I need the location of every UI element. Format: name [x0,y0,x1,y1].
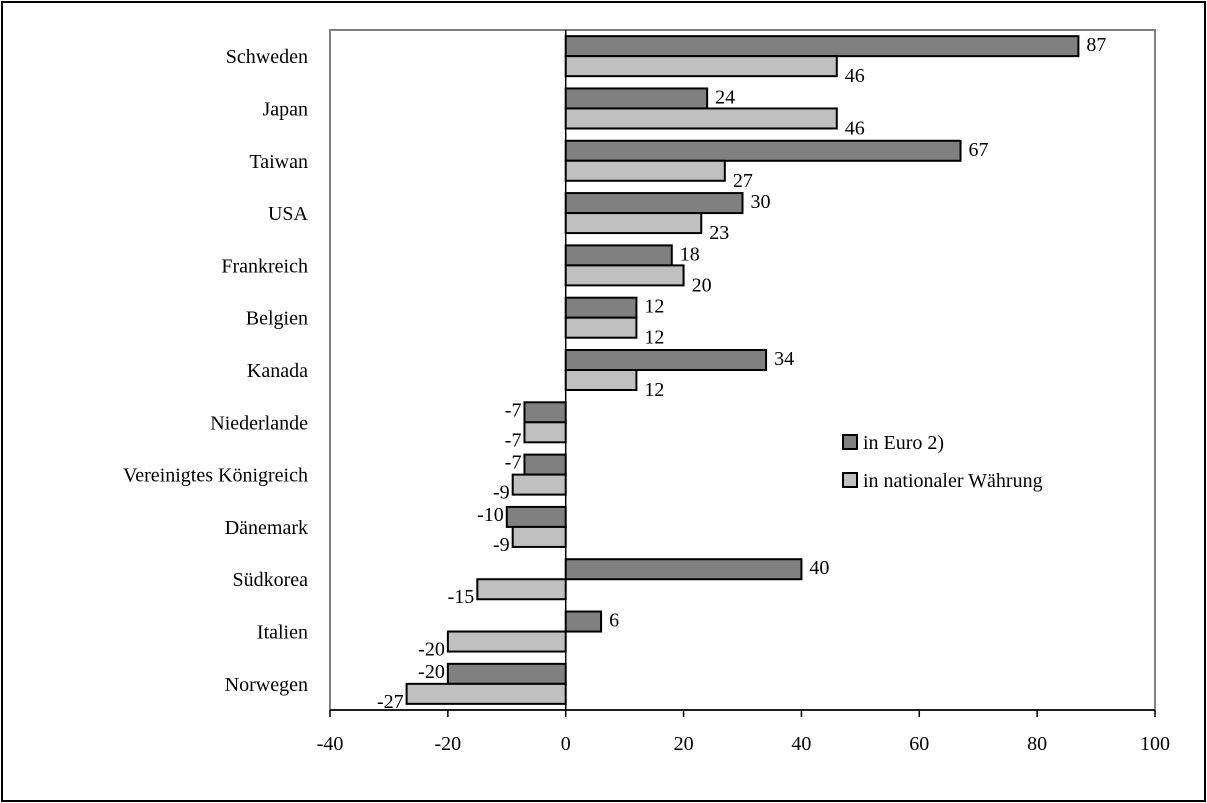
data-label: 27 [733,170,753,192]
data-label: -20 [418,639,445,661]
data-label: 46 [845,117,865,139]
data-label: -9 [493,482,510,504]
x-tick-label: -40 [317,733,344,755]
bar [564,55,838,78]
bar [564,316,638,339]
legend-label: in nationaler Währung [863,470,1043,492]
category-label: Vereinigtes Königreich [123,465,308,487]
bar [505,505,567,528]
x-tick-label: 100 [1140,733,1170,755]
data-label: -10 [477,504,504,526]
bars-group [405,35,1080,705]
category-label: Dänemark [225,517,308,539]
category-label: Niederlande [210,412,308,434]
category-label: Italien [257,622,308,644]
bar [564,296,638,319]
bar [564,87,709,110]
category-label: Frankreich [221,255,308,277]
category-label: USA [268,203,309,225]
x-axis: -40 -20 0 20 40 60 80 100 [317,30,1170,755]
category-label: Schweden [226,46,308,68]
bar [511,525,567,548]
bar [446,630,567,653]
category-label: Belgien [246,308,308,330]
data-label: -9 [493,534,510,556]
data-label: 67 [969,139,989,161]
bar [564,610,603,633]
data-label: 23 [709,222,729,244]
data-label: 20 [692,274,712,296]
data-label: 30 [751,191,771,213]
data-label: 12 [644,379,664,401]
data-label: -7 [505,429,522,451]
bar [405,682,567,705]
category-label: Kanada [247,360,308,382]
data-label: 12 [644,296,664,318]
bar [564,558,803,581]
x-tick-label: 0 [561,733,571,755]
legend-swatch [842,434,858,450]
bar [523,421,567,444]
data-label: 12 [644,327,664,349]
bar [564,192,744,215]
bar [564,139,962,162]
x-tick-label: 40 [791,733,811,755]
x-tick-label: 20 [674,733,694,755]
data-label: 46 [845,65,865,87]
bar [564,35,1080,58]
category-label: Japan [262,98,308,120]
data-label: -7 [505,399,522,421]
legend-label: in Euro 2) [863,432,944,454]
x-tick-label: -20 [435,733,462,755]
bar [564,107,838,130]
x-tick-label: 60 [909,733,929,755]
data-label: 34 [774,348,794,370]
data-label: -20 [418,661,445,683]
category-label: Taiwan [249,151,308,173]
bar [564,369,638,391]
data-label: -7 [505,452,522,474]
data-label: 87 [1086,34,1106,56]
bar [564,264,685,287]
bar [511,473,567,496]
x-tick-label: 80 [1027,733,1047,755]
bar [564,244,673,267]
legend-swatch [842,472,858,488]
bar [476,578,567,601]
bar [523,401,567,424]
category-label: Südkorea [232,569,308,591]
bar [564,159,726,182]
data-label: -15 [448,586,475,608]
data-label: 6 [609,610,619,632]
data-label: 18 [680,243,700,265]
data-label: -27 [377,691,404,713]
data-label: 40 [809,557,829,579]
bar [446,662,567,685]
bar [523,453,567,476]
bar [564,349,768,371]
category-label: Norwegen [225,674,308,696]
bar [564,212,703,235]
data-label: 24 [715,86,735,108]
legend: in Euro 2) in nationaler Währung [842,432,1043,492]
labels-group: Schweden 87 46 Japan 24 46 Taiwan 67 27 USA 30 23 Fr… [123,34,1106,713]
